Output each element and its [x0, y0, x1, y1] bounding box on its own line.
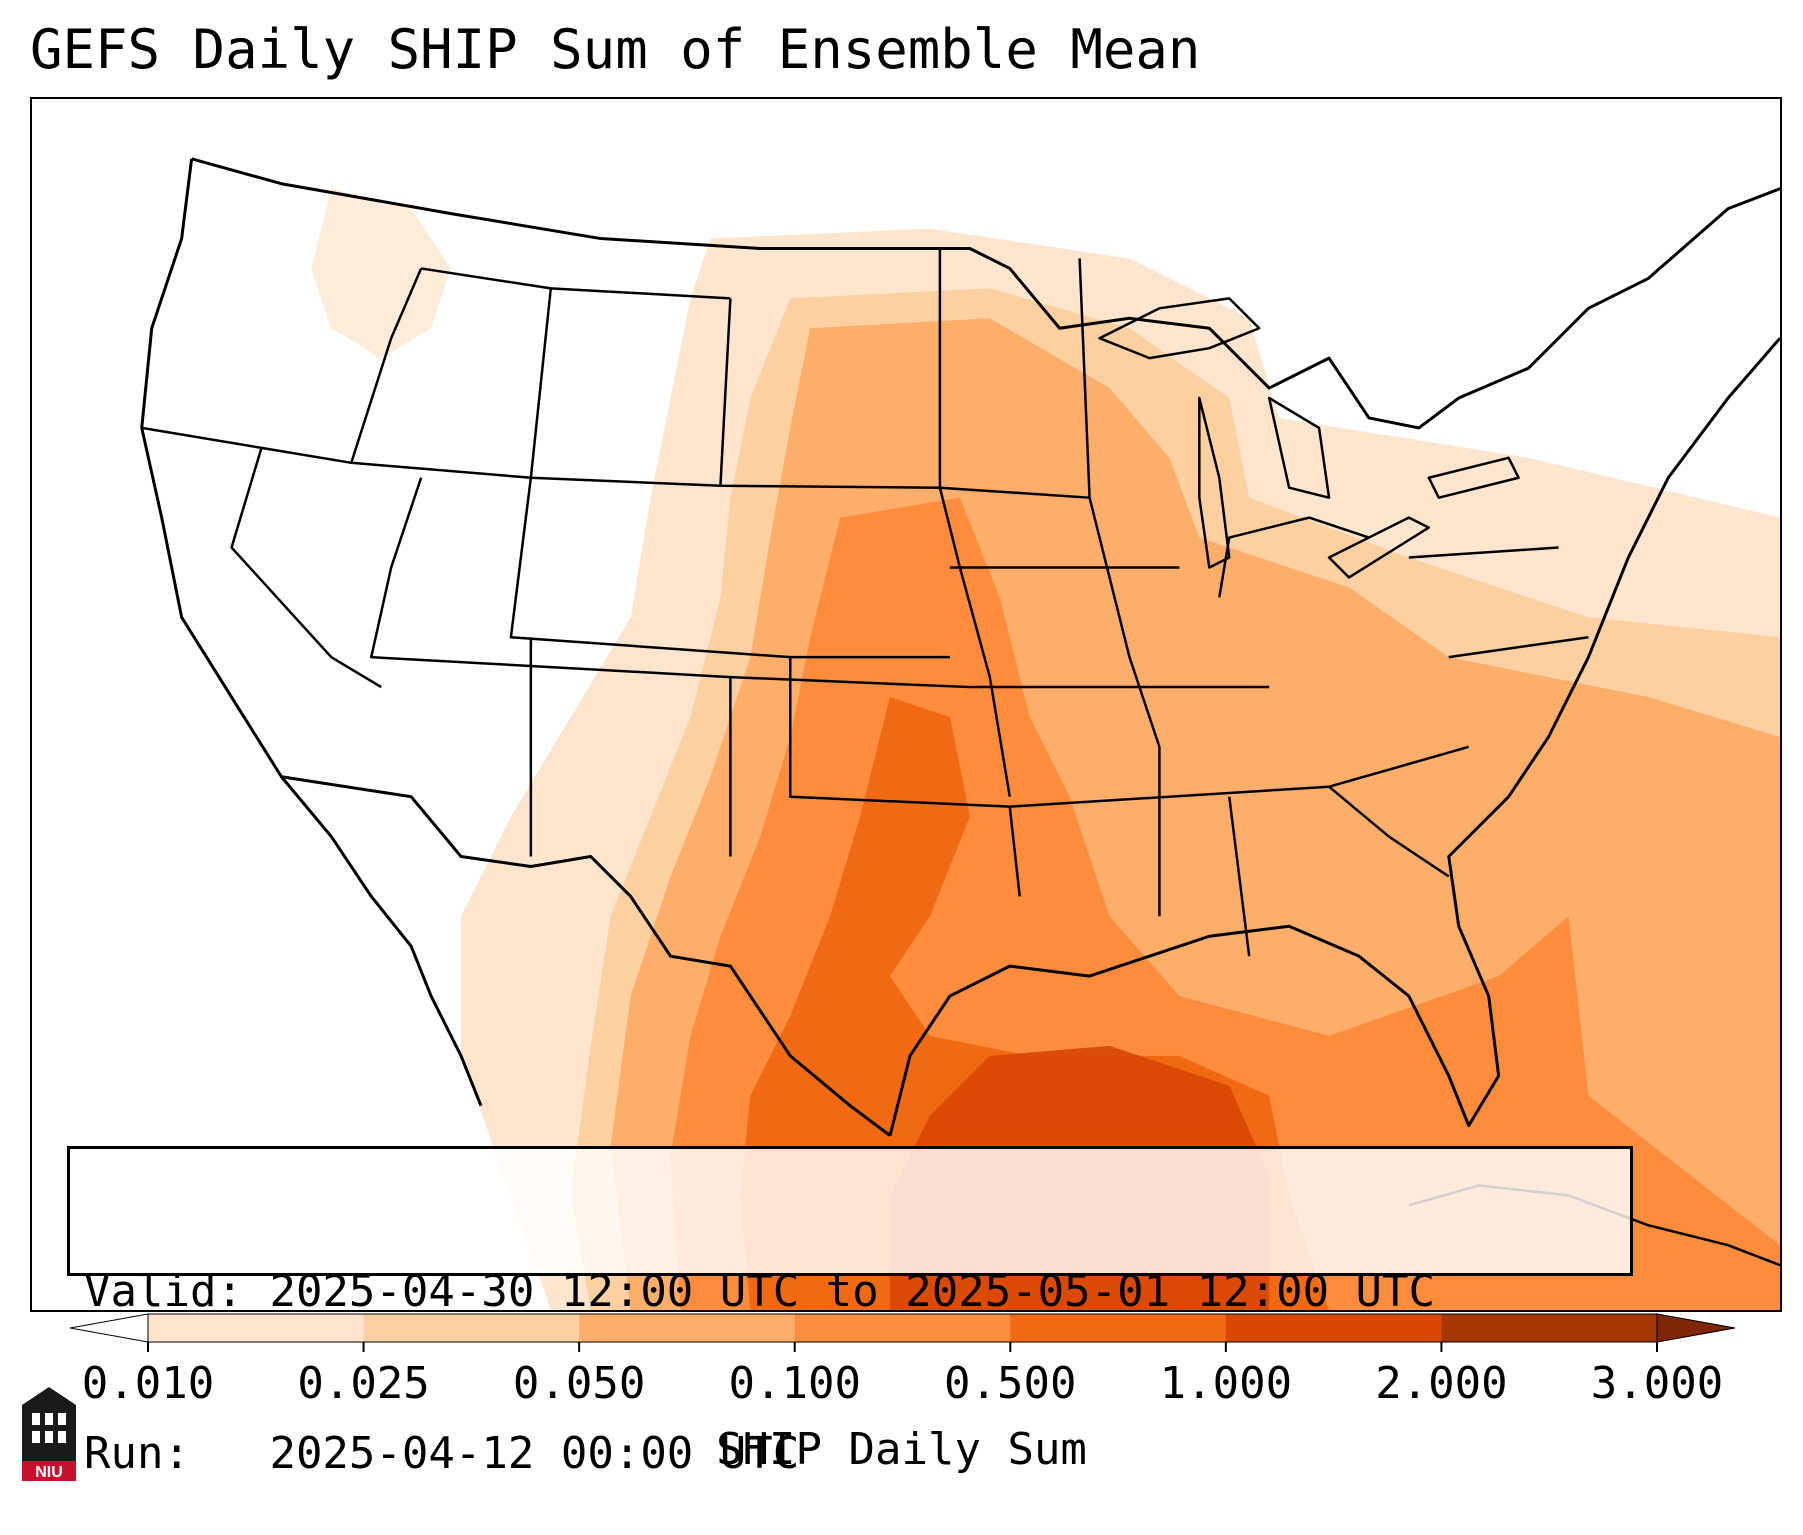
map-panel	[30, 97, 1782, 1312]
colorbar-tick-label: 1.000	[1159, 1358, 1293, 1409]
shading-layer	[311, 188, 1780, 1310]
valid-row: Valid: 2025-04-30 12:00 UTC to 2025-05-0…	[84, 1265, 1616, 1319]
colorbar-tick-label: 3.000	[1590, 1358, 1724, 1409]
colorbar-segment	[1225, 1314, 1442, 1342]
colorbar-segment	[148, 1314, 365, 1342]
colorbar-segment	[794, 1314, 1011, 1342]
colorbar-graphic	[69, 1313, 1736, 1352]
run-value: 2025-04-12 00:00 UTC	[269, 1428, 800, 1479]
west-coast	[140, 158, 483, 1107]
run-label: Run:	[84, 1428, 190, 1479]
colorbar-over-arrow	[1656, 1313, 1736, 1343]
lake-erie	[1327, 516, 1431, 579]
info-box: Valid: 2025-04-30 12:00 UTC to 2025-05-0…	[67, 1146, 1633, 1479]
state-lines	[141, 248, 1589, 957]
lake-superior	[1098, 297, 1261, 360]
lake-huron	[1267, 396, 1331, 499]
map-title: GEFS Daily SHIP Sum of Ensemble Mean	[30, 18, 1201, 81]
colorbar	[69, 1313, 1736, 1352]
valid-value: 2025-04-30 12:00 UTC to 2025-05-01 12:00…	[269, 1266, 1436, 1317]
us-canada-border	[191, 157, 1780, 430]
colorbar-segment	[1010, 1314, 1227, 1342]
colorbar-segment	[1441, 1314, 1658, 1342]
logo-text: NIU	[35, 1464, 63, 1481]
colorbar-tick-label: 0.500	[944, 1358, 1077, 1409]
valid-label: Valid:	[84, 1266, 243, 1317]
colorbar-tick-label: 0.010	[81, 1358, 215, 1409]
colorbar-tick-label: 0.050	[512, 1358, 646, 1409]
shade-level-1-northwest	[311, 188, 452, 359]
colorbar-label: SHIP Daily Sum	[716, 1424, 1087, 1475]
colorbar-under-arrow	[69, 1313, 149, 1343]
colorbar-tick-label: 0.025	[297, 1358, 430, 1409]
us-mexico-border	[281, 775, 891, 1137]
niu-tower-logo-icon: NIU	[20, 1385, 78, 1481]
gulf-coast	[888, 337, 1780, 1136]
colorbar-segment	[363, 1314, 580, 1342]
run-row: Run: 2025-04-12 00:00 UTC	[84, 1427, 1616, 1481]
colorbar-tick-label: 2.000	[1375, 1358, 1508, 1409]
colorbar-segment	[579, 1314, 796, 1342]
colorbar-tick-label: 0.100	[728, 1358, 861, 1409]
ship-map	[140, 157, 1780, 1310]
niu-logo-graphic: NIU	[22, 1387, 76, 1481]
lake-michigan	[1198, 396, 1231, 569]
colorbar-outline	[147, 1313, 1658, 1343]
lake-ontario	[1427, 456, 1520, 499]
